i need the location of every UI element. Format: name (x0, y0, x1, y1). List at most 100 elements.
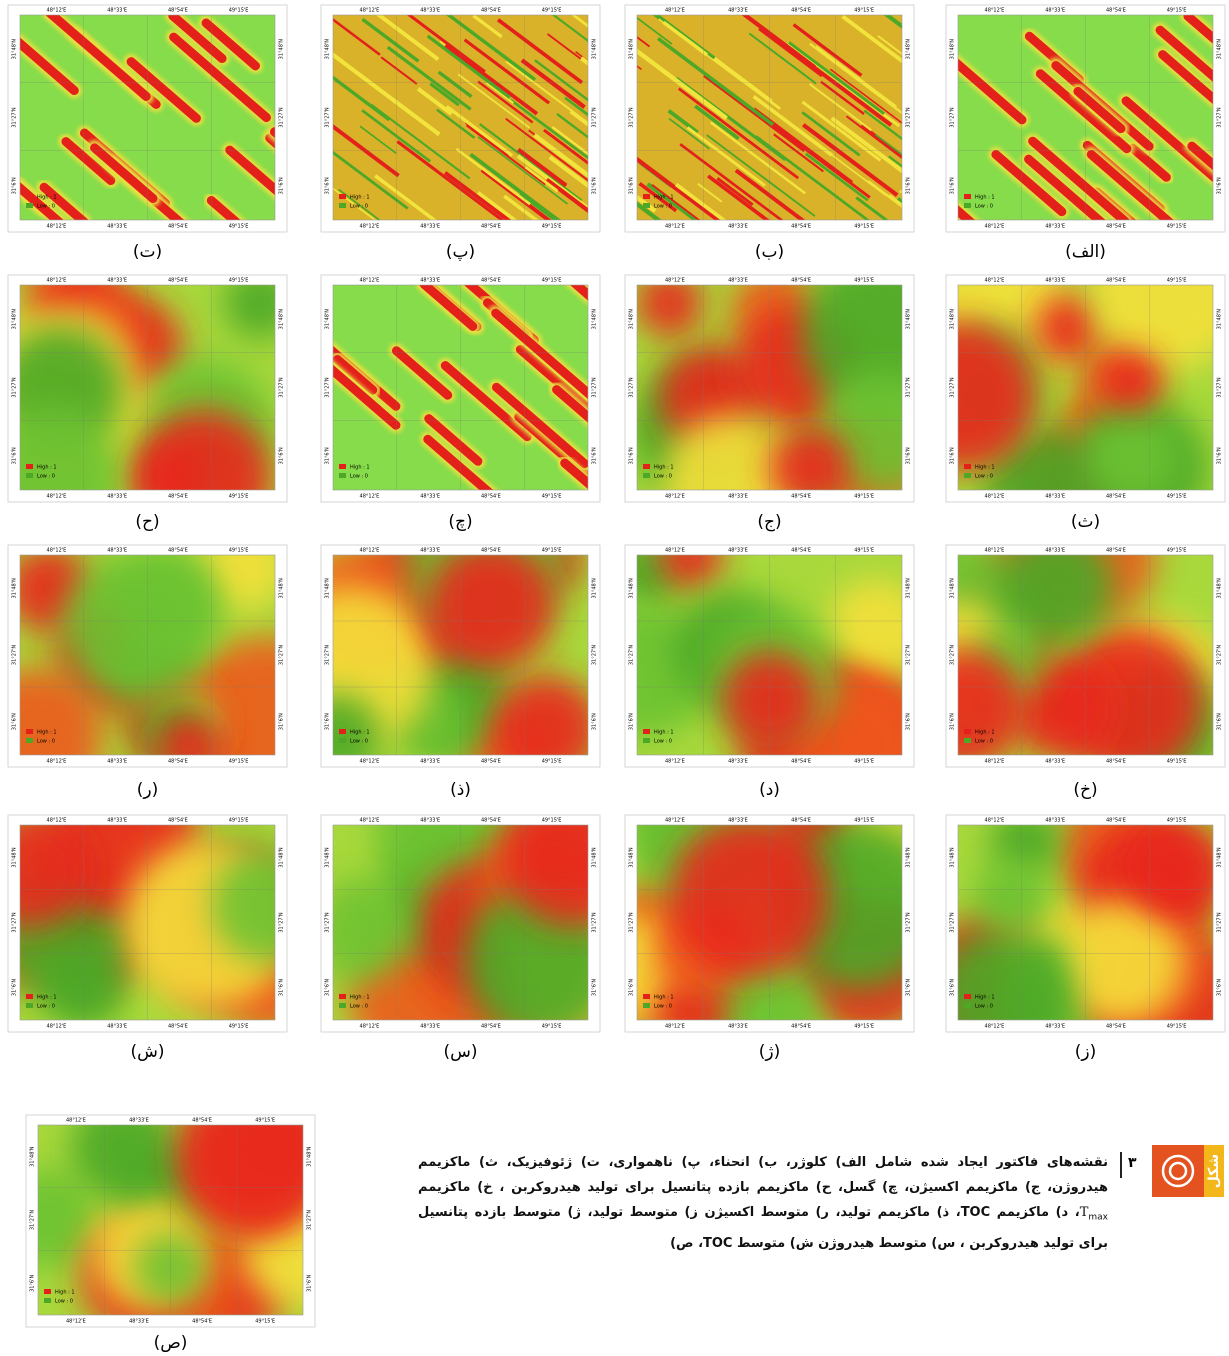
legend-low: Low : 0 (350, 204, 368, 210)
map-zone (428, 542, 555, 669)
lat-label: 31°48'N (279, 847, 285, 868)
lat-label: 31°48'N (906, 39, 912, 60)
map-zone (212, 848, 326, 962)
legend-high-swatch (339, 194, 346, 199)
lon-label: 48°33'E (1045, 8, 1065, 14)
map-panel: 48°12'E48°12'E48°33'E48°33'E48°54'E48°54… (0, 1073, 352, 1353)
legend-low: Low : 0 (350, 474, 368, 480)
lon-label: 48°12'E (360, 224, 380, 230)
lon-label: 48°54'E (481, 759, 501, 765)
lon-label: 48°54'E (168, 759, 188, 765)
lon-label: 48°33'E (107, 818, 127, 824)
lon-label: 48°12'E (665, 548, 685, 554)
lat-label: 31°48'N (1217, 309, 1223, 330)
lon-label: 49°15'E (1167, 1024, 1187, 1030)
lat-label: 31°6'N (12, 447, 18, 464)
lat-label: 31°6'N (906, 713, 912, 730)
lon-label: 48°33'E (420, 548, 440, 554)
lon-label: 48°54'E (1106, 494, 1126, 500)
caption-text: نقشه‌های فاکتور ایجاد شده شامل الف) کلوژ… (418, 1155, 1108, 1195)
lon-label: 48°54'E (791, 1024, 811, 1030)
lon-label: 48°54'E (481, 1024, 501, 1030)
lon-label: 48°33'E (107, 1024, 127, 1030)
lon-label: 48°12'E (665, 759, 685, 765)
legend-low: Low : 0 (654, 474, 672, 480)
lon-label: 48°12'E (985, 1024, 1005, 1030)
map-panel: 48°12'E48°12'E48°33'E48°33'E48°54'E48°54… (876, 497, 1227, 800)
lat-label: 31°48'N (279, 39, 285, 60)
lon-label: 48°12'E (66, 1118, 86, 1124)
map-panel: 48°12'E48°12'E48°33'E48°33'E48°54'E48°54… (315, 275, 663, 532)
lon-label: 48°54'E (192, 1319, 212, 1325)
lon-label: 48°54'E (791, 494, 811, 500)
lon-label: 49°15'E (255, 1118, 275, 1124)
lon-label: 48°33'E (107, 8, 127, 14)
panel-label: (ج) (757, 512, 781, 532)
lon-label: 48°54'E (481, 818, 501, 824)
legend-high: High : 1 (654, 195, 674, 201)
lon-label: 49°15'E (229, 818, 249, 824)
lon-label: 48°12'E (665, 278, 685, 284)
lon-label: 48°33'E (1045, 224, 1065, 230)
panel-label: (چ) (448, 512, 472, 532)
legend-low-swatch (26, 473, 33, 478)
lat-label: 31°48'N (592, 39, 598, 60)
lon-label: 48°33'E (1045, 759, 1065, 765)
lon-label: 48°12'E (47, 759, 67, 765)
lat-label: 31°48'N (950, 847, 956, 868)
lon-label: 48°54'E (481, 494, 501, 500)
lat-label: 31°48'N (906, 578, 912, 599)
lon-label: 48°12'E (985, 8, 1005, 14)
lon-label: 48°54'E (168, 278, 188, 284)
map-panel: 48°12'E48°12'E48°33'E48°33'E48°54'E48°54… (625, 251, 968, 555)
lat-label: 31°27'N (12, 107, 18, 128)
map-zone (1125, 817, 1225, 917)
lat-label: 31°6'N (629, 713, 635, 730)
legend-high-swatch (26, 464, 33, 469)
lon-label: 48°54'E (791, 8, 811, 14)
lat-label: 31°27'N (279, 912, 285, 933)
map-zone (1087, 412, 1177, 502)
lat-label: 31°6'N (1217, 979, 1223, 996)
lon-label: 49°15'E (542, 759, 562, 765)
lat-label: 31°48'N (12, 578, 18, 599)
lon-label: 48°54'E (791, 278, 811, 284)
lon-label: 48°33'E (728, 224, 748, 230)
lat-label: 31°6'N (950, 447, 956, 464)
map-zone (669, 818, 829, 978)
lat-label: 31°27'N (629, 377, 635, 398)
map-zone (1100, 350, 1160, 410)
map-panel: 48°12'E48°12'E48°33'E48°33'E48°54'E48°54… (303, 0, 676, 276)
legend-high-swatch (44, 1289, 51, 1294)
panel-label: (ت) (133, 242, 162, 262)
map-panel: 48°12'E48°12'E48°33'E48°33'E48°54'E48°54… (0, 244, 296, 545)
map-panel: 48°12'E48°12'E48°33'E48°33'E48°54'E48°54… (273, 483, 601, 800)
lat-label: 31°27'N (279, 377, 285, 398)
map (938, 15, 1229, 271)
legend-low-swatch (643, 738, 650, 743)
lon-label: 48°54'E (1106, 759, 1126, 765)
lat-label: 31°48'N (629, 309, 635, 330)
lon-label: 48°33'E (1045, 494, 1065, 500)
lon-label: 48°54'E (481, 548, 501, 554)
legend-high: High : 1 (55, 1290, 75, 1296)
legend-high: High : 1 (654, 465, 674, 471)
legend-low: Low : 0 (975, 1004, 993, 1010)
lon-label: 48°54'E (192, 1118, 212, 1124)
map-panel: 48°12'E48°12'E48°33'E48°33'E48°54'E48°54… (585, 758, 943, 1080)
lon-label: 48°33'E (420, 759, 440, 765)
lat-label: 31°27'N (30, 1210, 36, 1231)
panel-label: (ش) (130, 1042, 164, 1062)
lon-label: 49°15'E (854, 278, 874, 284)
lat-label: 31°27'N (906, 377, 912, 398)
lat-label: 31°27'N (1217, 645, 1223, 666)
caption: نقشه‌های فاکتور ایجاد شده شامل الف) کلوژ… (418, 1150, 1108, 1256)
lat-label: 31°6'N (592, 713, 598, 730)
lat-label: 31°27'N (629, 107, 635, 128)
lon-label: 48°54'E (791, 224, 811, 230)
lat-label: 31°48'N (12, 309, 18, 330)
lon-label: 49°15'E (229, 278, 249, 284)
legend-low: Low : 0 (55, 1299, 73, 1305)
map-zone (46, 953, 123, 1030)
lon-label: 48°33'E (420, 278, 440, 284)
